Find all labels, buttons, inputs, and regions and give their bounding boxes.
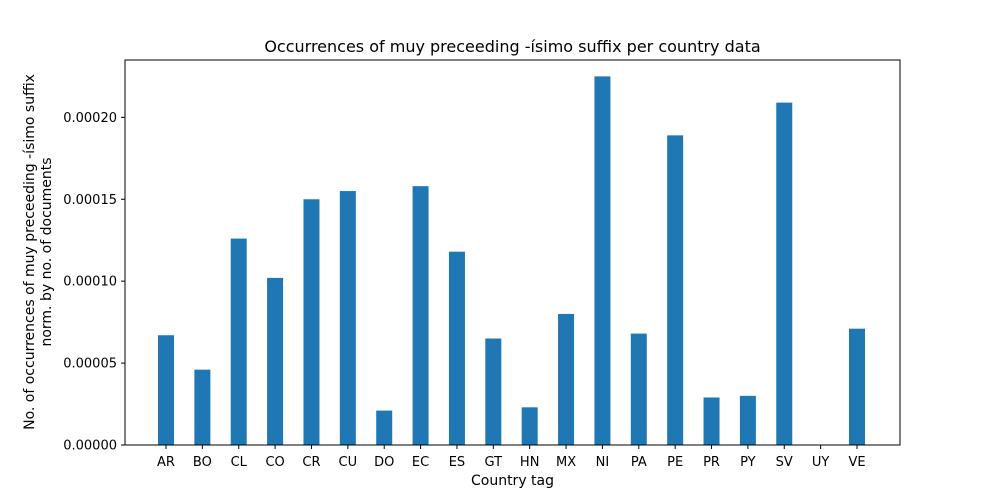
x-tick-label: MX xyxy=(556,455,576,470)
x-tick-label: EC xyxy=(412,455,429,470)
bar-cl xyxy=(230,238,247,445)
bar-pr xyxy=(703,397,720,445)
x-tick-label: HN xyxy=(520,455,540,470)
x-tick-label: VE xyxy=(848,455,865,470)
y-axis-label-line-1: No. of occurrences of muy preceeding -ís… xyxy=(22,74,38,430)
x-tick-label: UY xyxy=(812,455,830,470)
bar-hn xyxy=(521,407,538,445)
bar-sv xyxy=(776,102,793,445)
x-tick-label: GT xyxy=(485,455,503,470)
x-axis-ticks: AR BO CL CO CR CU DO EC ES GT HN MX NI PA PE PR PY SV UY VE xyxy=(157,445,866,470)
bar-pe xyxy=(667,135,684,446)
y-tick-label: 0.00000 xyxy=(63,439,117,454)
x-tick-label: CO xyxy=(265,455,284,470)
x-tick-label: CL xyxy=(231,455,248,470)
bar-do xyxy=(376,410,393,445)
bar-mx xyxy=(558,313,575,445)
y-axis-ticks: 0.00000 0.00005 0.00010 0.00015 0.00020 xyxy=(63,111,125,454)
bar-cu xyxy=(339,191,356,445)
bar-ni xyxy=(594,76,611,445)
bar-ve xyxy=(849,328,865,445)
bar-co xyxy=(267,277,284,445)
y-tick-label: 0.00010 xyxy=(63,275,117,290)
x-tick-label: PY xyxy=(740,455,756,470)
x-tick-label: AR xyxy=(157,455,175,470)
x-tick-label: NI xyxy=(596,455,610,470)
bar-cr xyxy=(303,199,320,445)
bar-gt xyxy=(485,338,502,445)
bar-es xyxy=(448,251,465,445)
bars-group xyxy=(158,76,865,446)
x-tick-label: PA xyxy=(631,455,647,470)
x-tick-label: SV xyxy=(776,455,793,470)
y-axis-label-line-2: norm. by no. of documents xyxy=(39,157,55,346)
y-tick-label: 0.00015 xyxy=(63,193,117,208)
bar-bo xyxy=(194,369,211,445)
x-tick-label: CR xyxy=(302,455,320,470)
x-tick-label: ES xyxy=(449,455,465,470)
chart-title: Occurrences of muy preceeding -ísimo suf… xyxy=(264,37,760,56)
x-tick-label: BO xyxy=(193,455,212,470)
x-tick-label: PE xyxy=(667,455,683,470)
bar-py xyxy=(739,395,756,445)
x-axis-label: Country tag xyxy=(471,473,554,489)
bar-pa xyxy=(630,333,647,445)
x-tick-label: CU xyxy=(339,455,358,470)
x-tick-label: DO xyxy=(374,455,394,470)
plot-frame xyxy=(124,59,901,446)
bar-ec xyxy=(412,186,429,445)
y-tick-label: 0.00005 xyxy=(63,357,117,372)
y-tick-label: 0.00020 xyxy=(63,111,117,126)
x-tick-label: PR xyxy=(703,455,720,470)
bar-ar xyxy=(158,335,174,445)
